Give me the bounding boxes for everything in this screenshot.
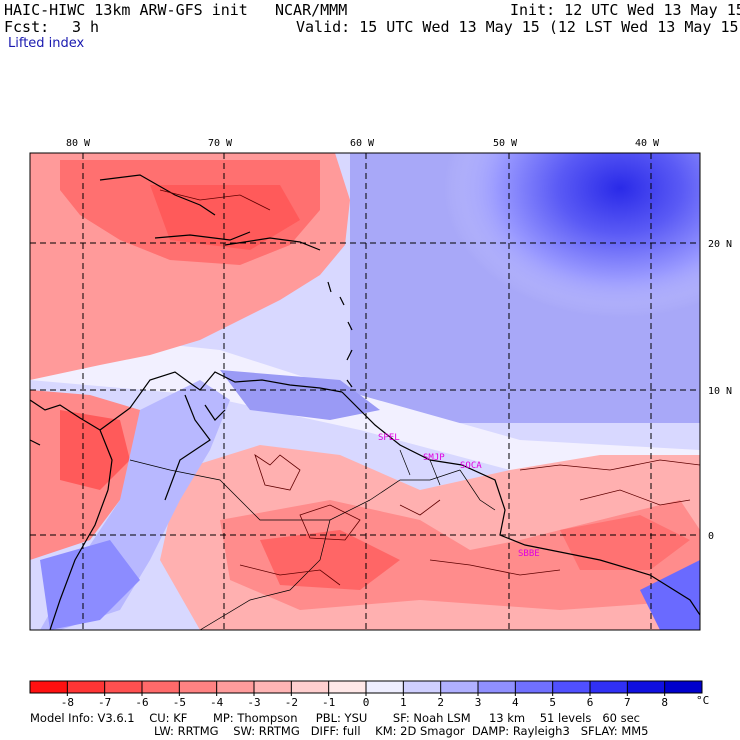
footer-model-info: Model Info: V3.6.1 CU: KF MP: Thompson P… [30,711,641,725]
colorbar-tick-label: 3 [475,696,482,709]
colorbar-tick-label: -3 [247,696,260,709]
colorbar-swatch [440,681,479,693]
organization: NCAR/MMM [275,1,348,19]
station-smjp: SMJP [423,453,445,463]
lat-label-10n: 10 N [708,386,732,397]
colorbar-unit: °C [696,694,709,707]
colorbar-tick-label: 4 [512,696,519,709]
forecast-label: Fcst: [4,18,50,36]
station-soca: SOCA [460,461,482,471]
colorbar-tick-label: -5 [173,696,186,709]
lat-label-0: 0 [708,531,714,542]
latitude-labels: 20 N 10 N 0 [708,239,732,542]
colorbar-swatch [291,681,330,693]
colorbar-swatch [328,681,367,693]
colorbar-swatch [366,681,404,693]
lon-label-60w: 60 W [350,138,375,149]
map-field: SPEL SMJP SOCA SBBE [30,153,700,630]
colorbar-tick-label: -7 [98,696,111,709]
lon-label-40w: 40 W [635,138,660,149]
colorbar-tick-label: 5 [549,696,556,709]
longitude-labels: 80 W 70 W 60 W 50 W 40 W [66,138,660,149]
latlon-grid [30,153,700,630]
lon-label-70w: 70 W [208,138,233,149]
colorbar-tick-label: -1 [322,696,335,709]
station-sbbe: SBBE [518,549,540,559]
valid-time: Valid: 15 UTC Wed 13 May 15 (12 LST Wed … [296,18,740,36]
colorbar-tick-label: 1 [400,696,407,709]
colorbar-swatch [216,681,255,693]
colorbar-ticks: -8 -7 -6 -5 -4 -3 -2 -1 0 1 2 3 4 5 6 7 8 [61,681,668,709]
lat-label-20n: 20 N [708,239,732,250]
colorbar-tick-label: -2 [285,696,298,709]
colorbar-swatch [515,681,554,693]
colorbar-tick-label: 0 [363,696,370,709]
colorbar-swatch [254,681,292,693]
colorbar-tick-label: -8 [61,696,74,709]
colorbar-swatch [478,681,516,693]
colorbar-swatch [104,681,143,693]
colorbar-swatch [142,681,180,693]
map-frame [29,152,701,631]
colorbar-swatch [179,681,218,693]
station-labels: SPEL SMJP SOCA SBBE [378,433,540,559]
init-time: Init: 12 UTC Wed 13 May 15 [510,1,740,19]
colorbar-swatch [30,681,68,693]
colorbar-tick-label: 8 [661,696,668,709]
lon-label-50w: 50 W [493,138,518,149]
model-title: HAIC-HIWC 13km ARW-GFS init [4,1,248,19]
colorbar-tick-label: -6 [135,696,148,709]
lon-label-80w: 80 W [66,138,91,149]
colorbar-tick-label: 6 [587,696,594,709]
footer-physics-info: LW: RRTMG SW: RRTMG DIFF: full KM: 2D Sm… [154,724,649,738]
forecast-hour: 3 h [72,18,100,36]
colorbar-swatch [552,681,591,693]
colorbar-swatch [664,681,703,693]
colorbar-swatch [67,681,106,693]
colorbar-tick-label: 7 [624,696,631,709]
colorbar-tick-label: 2 [437,696,444,709]
colorbar-tick-label: -4 [210,696,224,709]
colorbar-swatch [403,681,442,693]
field-name: Lifted index [8,36,85,51]
station-spel: SPEL [378,433,400,443]
colorbar-swatch [627,681,666,693]
colorbar-swatch [590,681,628,693]
